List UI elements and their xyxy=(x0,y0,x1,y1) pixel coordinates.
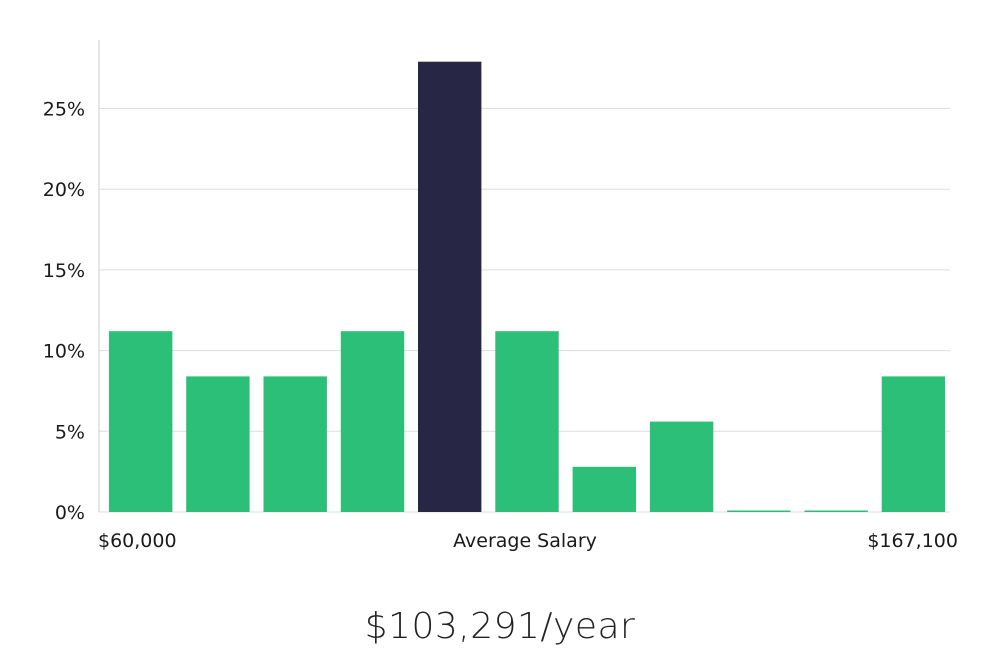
bar xyxy=(572,466,636,512)
bar xyxy=(340,331,405,512)
salary-distribution-chart: 0%5%10%15%20%25% $60,000 Average Salary … xyxy=(43,40,958,552)
bar xyxy=(109,331,173,512)
bar xyxy=(649,421,714,512)
y-tick-label: 15% xyxy=(43,260,85,282)
bar xyxy=(727,510,791,512)
bar xyxy=(495,331,559,512)
bar-average-highlight xyxy=(418,61,482,512)
x-label-min: $60,000 xyxy=(98,530,177,552)
bars xyxy=(109,61,946,512)
bar xyxy=(804,510,868,512)
y-tick-label: 25% xyxy=(43,98,85,120)
x-label-max: $167,100 xyxy=(867,530,958,552)
bar xyxy=(263,376,327,512)
average-salary-value: $103,291/year xyxy=(364,606,636,647)
y-tick-label: 5% xyxy=(55,421,85,443)
bar xyxy=(186,376,250,512)
y-tick-label: 10% xyxy=(43,341,85,363)
y-axis-tick-labels: 0% 5% 10% 15% 20% 25% xyxy=(43,98,85,524)
bar xyxy=(881,376,946,512)
x-label-center: Average Salary xyxy=(453,530,597,552)
y-tick-label: 20% xyxy=(43,179,85,201)
y-tick-label: 0% xyxy=(55,502,85,524)
